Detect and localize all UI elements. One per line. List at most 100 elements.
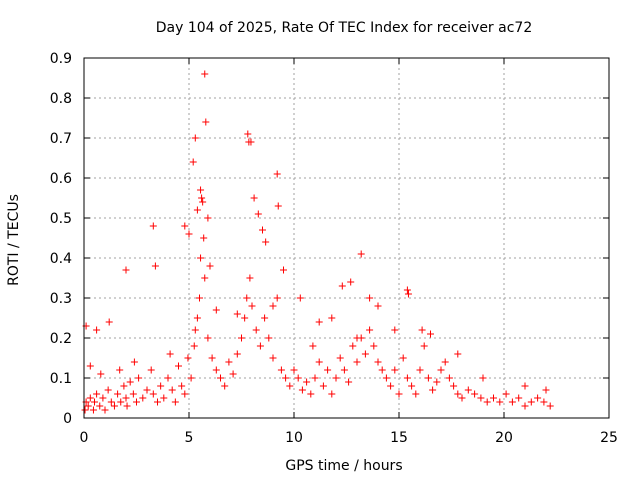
data-point <box>250 194 258 202</box>
data-point <box>332 374 340 382</box>
data-point <box>496 398 504 406</box>
data-point <box>420 342 428 350</box>
data-point <box>135 374 143 382</box>
data-point <box>374 302 382 310</box>
data-point <box>81 406 89 414</box>
data-point <box>256 342 264 350</box>
data-point <box>319 382 327 390</box>
data-point <box>328 390 336 398</box>
data-point <box>217 374 224 382</box>
y-tick-label: 0 <box>63 411 72 427</box>
data-point <box>154 398 161 406</box>
data-point <box>353 358 361 366</box>
data-point <box>483 398 491 406</box>
data-point <box>244 130 252 138</box>
data-point <box>464 386 472 394</box>
data-point <box>193 314 201 322</box>
data-point <box>370 342 378 350</box>
data-point <box>233 310 241 318</box>
data-point <box>277 366 285 374</box>
data-point <box>107 398 115 406</box>
data-point <box>534 394 542 402</box>
data-point <box>212 366 220 374</box>
data-point <box>199 198 207 206</box>
data-point <box>366 326 374 334</box>
data-point <box>347 278 355 286</box>
data-point <box>185 230 193 238</box>
data-point <box>382 374 390 382</box>
x-tick-label: 10 <box>285 430 303 446</box>
data-point <box>206 262 214 270</box>
data-point <box>441 358 449 366</box>
data-point <box>303 378 311 386</box>
data-point <box>378 366 386 374</box>
data-point <box>204 214 212 222</box>
data-point <box>340 366 348 374</box>
data-point <box>246 274 254 282</box>
data-point <box>130 358 138 366</box>
data-point <box>221 382 229 390</box>
data-point <box>241 314 249 322</box>
data-point <box>97 370 105 378</box>
data-point <box>122 394 130 402</box>
data-point <box>399 354 407 362</box>
data-point <box>471 390 479 398</box>
y-tick-label: 0.5 <box>50 211 72 227</box>
data-points <box>81 70 554 414</box>
data-point <box>184 354 192 362</box>
data-point <box>93 390 101 398</box>
data-point <box>286 382 294 390</box>
data-point <box>104 386 112 394</box>
y-tick-label: 0.7 <box>50 131 72 147</box>
data-point <box>274 202 282 210</box>
data-point <box>175 362 182 370</box>
y-tick-label: 0.9 <box>50 51 72 67</box>
data-point <box>193 206 201 214</box>
data-point <box>117 398 125 406</box>
data-point <box>309 342 317 350</box>
data-point <box>366 294 374 302</box>
data-point <box>139 394 147 402</box>
data-point <box>502 390 510 398</box>
data-point <box>338 282 346 290</box>
data-point <box>296 294 304 302</box>
data-point <box>454 350 462 358</box>
data-point <box>168 386 176 394</box>
data-point <box>229 370 237 378</box>
data-point <box>403 374 411 382</box>
x-tick-label: 0 <box>80 430 89 446</box>
data-point <box>160 394 168 402</box>
data-point <box>324 366 332 374</box>
data-point <box>387 382 395 390</box>
y-tick-label: 0.3 <box>50 291 72 307</box>
data-point <box>477 394 485 402</box>
data-point <box>166 350 174 358</box>
data-point <box>374 358 382 366</box>
data-point <box>298 386 306 394</box>
y-tick-label: 0.6 <box>50 171 72 187</box>
data-point <box>181 390 189 398</box>
data-point <box>445 374 453 382</box>
data-point <box>361 350 369 358</box>
data-point <box>143 386 151 394</box>
data-point <box>243 294 251 302</box>
data-point <box>357 250 365 258</box>
data-point <box>315 358 323 366</box>
data-point <box>269 302 277 310</box>
data-point <box>315 318 323 326</box>
data-point <box>212 306 220 314</box>
data-point <box>540 398 548 406</box>
data-point <box>280 266 287 274</box>
data-point <box>123 402 131 410</box>
data-point <box>458 394 466 402</box>
data-point <box>197 186 205 194</box>
data-point <box>259 226 266 234</box>
data-point <box>412 390 420 398</box>
data-point <box>269 354 277 362</box>
data-point <box>201 70 209 78</box>
data-point <box>129 390 137 398</box>
data-point <box>84 402 92 410</box>
data-point <box>403 286 411 294</box>
x-axis-label: GPS time / hours <box>285 458 402 474</box>
data-point <box>93 326 101 334</box>
